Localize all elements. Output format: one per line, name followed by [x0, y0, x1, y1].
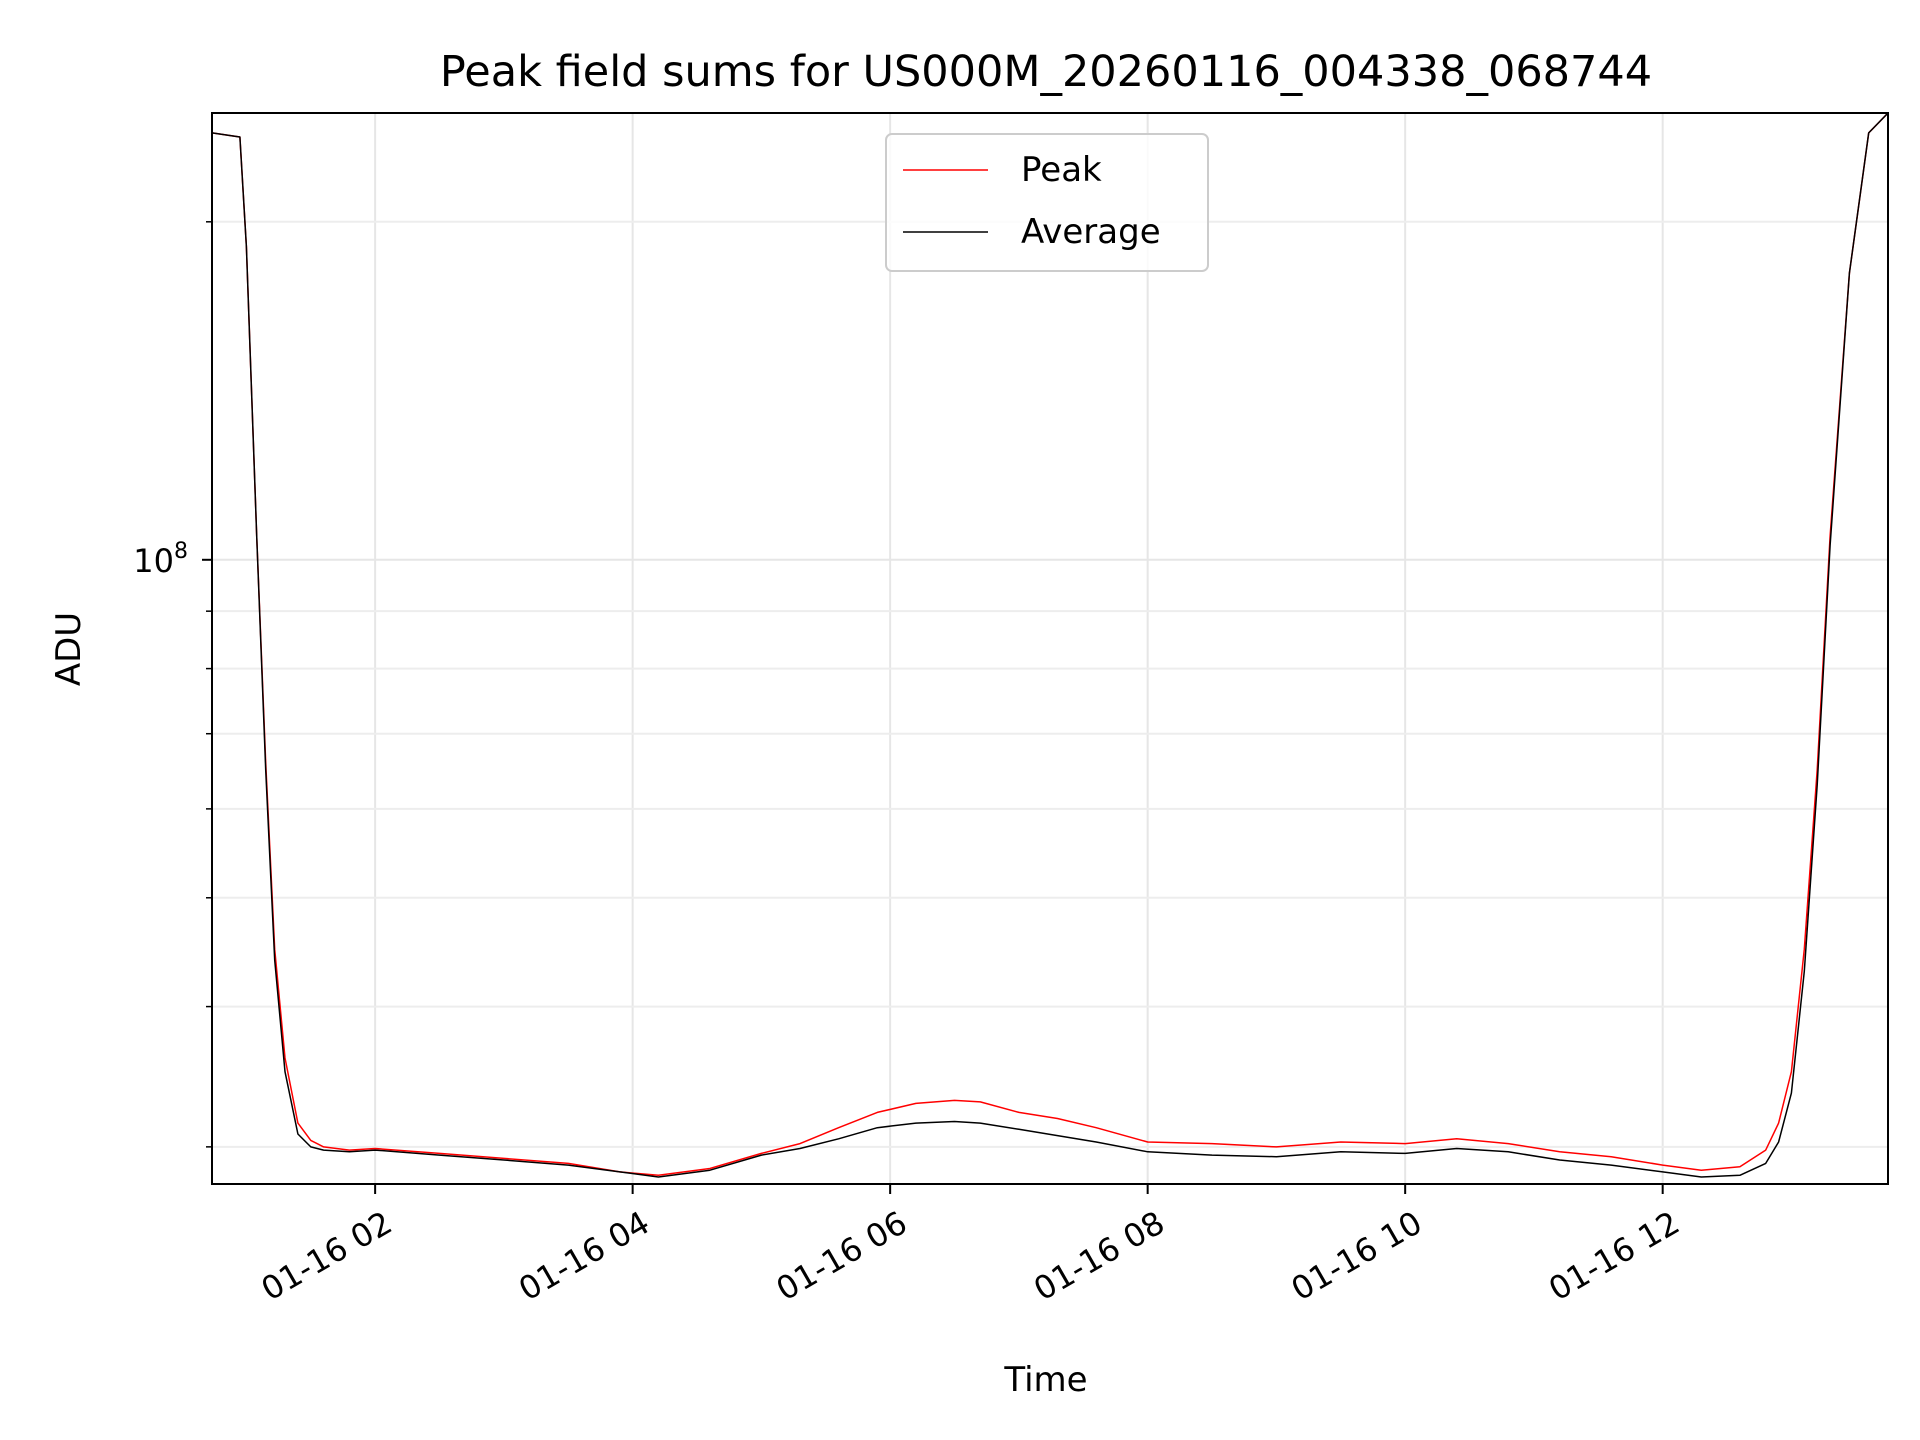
legend: Peak Average — [885, 133, 1209, 272]
plot-frame — [211, 112, 1889, 1185]
series-peak-line — [212, 113, 1888, 1177]
y-axis-label: ADU — [49, 612, 89, 686]
y-tick-label-base: 10 — [133, 542, 174, 580]
y-tick-label-exponent: 8 — [174, 539, 188, 564]
legend-average-label: Average — [1021, 212, 1161, 252]
x-axis-label: Time — [1003, 1360, 1087, 1400]
legend-box — [885, 133, 1209, 272]
series-average-line — [212, 113, 1888, 1178]
plot-series — [212, 113, 1888, 1178]
chart-title: Peak field sums for US000M_20260116_0043… — [440, 47, 1652, 97]
y-tick-label: 108 — [133, 539, 188, 580]
legend-peak-label: Peak — [1021, 150, 1102, 190]
